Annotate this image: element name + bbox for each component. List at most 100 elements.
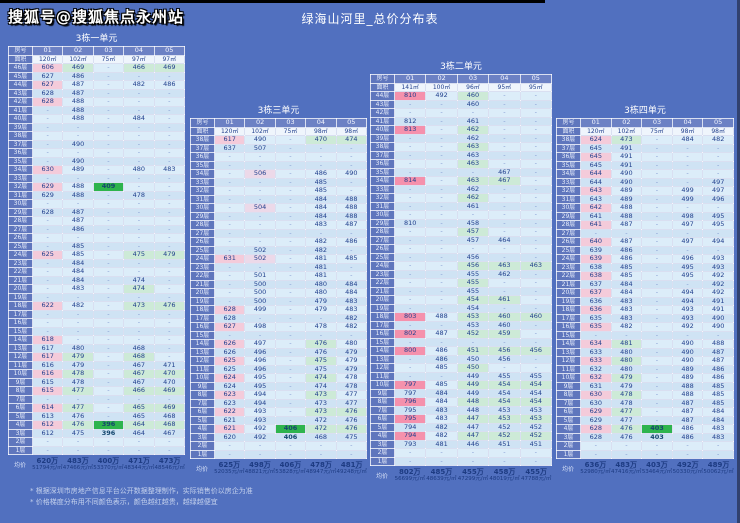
floor-row: 31层 643 489-499 496 bbox=[556, 194, 734, 204]
price-cell: - bbox=[244, 186, 276, 196]
price-cell: 616 bbox=[31, 360, 64, 370]
room-number-label: 房号 bbox=[8, 46, 33, 56]
price-cell: 458 bbox=[456, 218, 490, 228]
floor-row: 37层 - -463- - bbox=[370, 150, 553, 160]
floor-row: 20层 -500-480 484 bbox=[190, 288, 368, 298]
floor-label: 12层 bbox=[370, 363, 395, 373]
price-cell: - bbox=[456, 108, 490, 118]
floor-label: 28层 bbox=[190, 220, 215, 230]
floor-label: 12层 bbox=[8, 352, 33, 362]
price-cell: 454 bbox=[456, 303, 490, 313]
price-cell: - bbox=[274, 279, 307, 289]
price-cell: - bbox=[153, 233, 186, 243]
price-cell: - bbox=[244, 152, 276, 162]
average-cell: 483万 47466元/㎡ bbox=[63, 457, 94, 472]
room-number-label: 房号 bbox=[370, 74, 395, 84]
price-cell: 454 bbox=[488, 380, 521, 390]
floor-row: 15层 - - - - - bbox=[556, 330, 734, 340]
price-cell: 482 bbox=[425, 422, 458, 432]
price-cell: - bbox=[92, 437, 125, 447]
floor-row: 8层 615 477-466 469 bbox=[8, 386, 186, 396]
price-cell: 468 bbox=[153, 411, 186, 421]
area-row: 面积 120㎡ 102㎡ 75㎡ 98㎡ 98㎡ bbox=[190, 126, 368, 136]
floor-label: 21层 bbox=[8, 275, 33, 285]
price-cell: 486 bbox=[702, 364, 734, 374]
price-cell: - bbox=[702, 441, 734, 451]
price-cell: - bbox=[610, 441, 643, 451]
price-cell: 612 bbox=[31, 420, 64, 430]
price-cell: - bbox=[488, 363, 521, 373]
price-cell: 483 bbox=[610, 296, 643, 306]
price-cell: 491 bbox=[702, 305, 734, 315]
price-cell: - bbox=[153, 267, 186, 277]
average-total-price: 485万 bbox=[430, 468, 453, 476]
floor-row: 32层 - - -485- bbox=[190, 186, 368, 196]
price-cell: 485 bbox=[335, 254, 368, 264]
floor-row: 10层 797 485 449 454 454 bbox=[370, 380, 553, 390]
price-cell: 500 bbox=[244, 296, 276, 306]
floor-label: 30层 bbox=[8, 199, 33, 209]
price-cell: 803 bbox=[393, 312, 427, 322]
price-cell: 486 bbox=[702, 373, 734, 383]
price-cell: - bbox=[393, 210, 427, 220]
price-cell: 643 bbox=[580, 186, 612, 196]
price-cell: - bbox=[153, 131, 186, 141]
price-cell: - bbox=[702, 160, 734, 170]
price-cell: - bbox=[153, 335, 186, 345]
price-cell: 491 bbox=[610, 152, 643, 162]
price-cell: - bbox=[123, 267, 155, 277]
price-cell: 490 bbox=[244, 135, 276, 145]
price-cell: - bbox=[519, 363, 553, 373]
price-cell: 462 bbox=[456, 133, 490, 143]
floor-label: 21层 bbox=[370, 286, 395, 296]
price-cell: 474 bbox=[123, 284, 155, 294]
average-cell: 802万 56699元/㎡ bbox=[394, 468, 426, 483]
average-total-price: 636万 bbox=[584, 461, 607, 469]
price-cell: 476 bbox=[335, 424, 368, 434]
price-cell: - bbox=[425, 201, 458, 211]
price-cell: - bbox=[519, 286, 553, 296]
floor-row: 7层 623 494-473 477 bbox=[190, 398, 368, 408]
price-cell: - bbox=[92, 386, 125, 396]
room-column-header: 02 bbox=[62, 46, 94, 56]
price-cell: 486 bbox=[671, 424, 704, 434]
price-cell: - bbox=[274, 254, 307, 264]
average-total-price: 400万 bbox=[97, 457, 120, 465]
price-cell: 487 bbox=[702, 347, 734, 357]
floor-row: 30层 - - - - - bbox=[370, 210, 553, 220]
price-cell: 481 bbox=[305, 254, 337, 264]
floor-label: 6层 bbox=[370, 414, 395, 424]
floor-label: 25层 bbox=[556, 245, 581, 255]
price-cell: 479 bbox=[153, 250, 186, 260]
price-cell: 484 bbox=[610, 288, 643, 298]
price-cell: - bbox=[31, 309, 64, 319]
price-cell: 478 bbox=[62, 377, 94, 387]
price-cell: 480 bbox=[610, 356, 643, 366]
price-cell: 468 bbox=[305, 432, 337, 442]
price-cell: 486 bbox=[62, 224, 94, 234]
price-cell: 632 bbox=[580, 373, 612, 383]
price-cell: - bbox=[31, 148, 64, 158]
price-cell: 477 bbox=[335, 398, 368, 408]
average-unit-price: 53464元/㎡ bbox=[641, 469, 673, 475]
price-cell: - bbox=[31, 224, 64, 234]
price-cell: - bbox=[123, 71, 155, 81]
price-cell: - bbox=[425, 337, 458, 347]
price-cell: 406 bbox=[274, 432, 307, 442]
price-cell: - bbox=[153, 182, 186, 192]
price-cell: 637 bbox=[580, 279, 612, 289]
price-cell: - bbox=[702, 245, 734, 255]
price-cell: - bbox=[671, 169, 704, 179]
price-cell: 463 bbox=[519, 261, 553, 271]
price-cell: - bbox=[31, 173, 64, 183]
area-cell: 98㎡ bbox=[335, 126, 368, 136]
floor-row: 32层 643 489-499 497 bbox=[556, 186, 734, 196]
price-cell: - bbox=[123, 182, 155, 192]
price-cell: - bbox=[425, 448, 458, 458]
floor-label: 35层 bbox=[190, 160, 215, 170]
price-cell: 645 bbox=[580, 152, 612, 162]
floor-row: 11层 625 496-475 479 bbox=[190, 364, 368, 374]
price-cell: - bbox=[702, 228, 734, 238]
price-cell: - bbox=[393, 108, 427, 118]
price-cell: 452 bbox=[519, 422, 553, 432]
